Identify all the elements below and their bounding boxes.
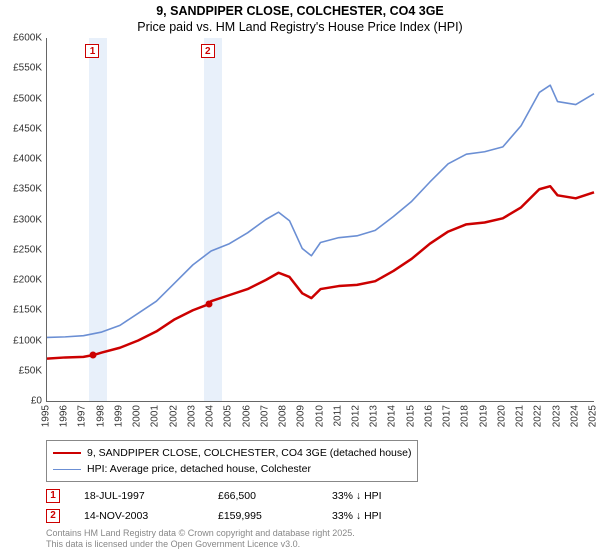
y-axis-label: £300K <box>0 214 42 225</box>
x-axis-label: 2021 <box>515 405 526 427</box>
y-axis-label: £400K <box>0 154 42 165</box>
x-axis-label: 1999 <box>113 405 124 427</box>
y-axis-label: £200K <box>0 275 42 286</box>
x-axis-label: 2018 <box>460 405 471 427</box>
sale-pct: 33% ↓ HPI <box>332 510 432 522</box>
x-axis-label: 2009 <box>296 405 307 427</box>
x-axis-label: 2000 <box>132 405 143 427</box>
chart-title-block: 9, SANDPIPER CLOSE, COLCHESTER, CO4 3GE … <box>0 0 600 35</box>
sale-price: £66,500 <box>218 490 308 502</box>
chart-subtitle: Price paid vs. HM Land Registry's House … <box>0 20 600 36</box>
x-axis-label: 2008 <box>278 405 289 427</box>
y-axis-label: £450K <box>0 123 42 134</box>
x-axis-label: 2006 <box>241 405 252 427</box>
x-axis-label: 2004 <box>205 405 216 427</box>
x-axis-label: 1998 <box>95 405 106 427</box>
x-axis-label: 2024 <box>569 405 580 427</box>
x-axis-label: 2023 <box>551 405 562 427</box>
chart-container: 9, SANDPIPER CLOSE, COLCHESTER, CO4 3GE … <box>0 0 600 560</box>
footer: Contains HM Land Registry data © Crown c… <box>46 528 355 551</box>
sale-pct: 33% ↓ HPI <box>332 490 432 502</box>
x-axis-label: 2002 <box>168 405 179 427</box>
x-axis-label: 1996 <box>59 405 70 427</box>
y-axis-label: £600K <box>0 33 42 44</box>
sale-marker-2: 2 <box>46 509 60 523</box>
x-axis-label: 2012 <box>350 405 361 427</box>
sale-dot <box>205 301 212 308</box>
sale-dot <box>90 352 97 359</box>
x-axis-label: 2007 <box>259 405 270 427</box>
sale-marker-box: 2 <box>201 44 215 58</box>
x-axis-label: 2015 <box>405 405 416 427</box>
sales-table: 1 18-JUL-1997 £66,500 33% ↓ HPI 2 14-NOV… <box>46 486 432 526</box>
legend-row-hpi: HPI: Average price, detached house, Colc… <box>53 461 411 477</box>
sale-date: 18-JUL-1997 <box>84 490 194 502</box>
chart-svg <box>47 38 594 401</box>
plot-area <box>46 38 594 402</box>
sale-marker-box: 1 <box>85 44 99 58</box>
sale-marker-1: 1 <box>46 489 60 503</box>
x-axis-label: 2001 <box>150 405 161 427</box>
chart-title: 9, SANDPIPER CLOSE, COLCHESTER, CO4 3GE <box>0 4 600 20</box>
x-axis-label: 2025 <box>588 405 599 427</box>
y-axis-label: £500K <box>0 93 42 104</box>
x-axis-label: 2011 <box>332 405 343 427</box>
sales-row: 1 18-JUL-1997 £66,500 33% ↓ HPI <box>46 486 432 506</box>
x-axis-label: 2019 <box>478 405 489 427</box>
x-axis-label: 2003 <box>186 405 197 427</box>
footer-line-2: This data is licensed under the Open Gov… <box>46 539 355 550</box>
x-axis-label: 2005 <box>223 405 234 427</box>
y-axis-label: £0 <box>0 396 42 407</box>
legend-swatch-hpi <box>53 469 81 470</box>
x-axis-label: 2017 <box>442 405 453 427</box>
legend-label-hpi: HPI: Average price, detached house, Colc… <box>87 463 311 475</box>
footer-line-1: Contains HM Land Registry data © Crown c… <box>46 528 355 539</box>
y-axis-label: £350K <box>0 184 42 195</box>
y-axis-label: £100K <box>0 335 42 346</box>
sales-row: 2 14-NOV-2003 £159,995 33% ↓ HPI <box>46 506 432 526</box>
x-axis-label: 2020 <box>496 405 507 427</box>
x-axis-label: 1997 <box>77 405 88 427</box>
y-axis-label: £50K <box>0 365 42 376</box>
sale-date: 14-NOV-2003 <box>84 510 194 522</box>
x-axis-label: 1995 <box>41 405 52 427</box>
y-axis-label: £550K <box>0 63 42 74</box>
x-axis-label: 2014 <box>387 405 398 427</box>
sale-price: £159,995 <box>218 510 308 522</box>
legend-label-price: 9, SANDPIPER CLOSE, COLCHESTER, CO4 3GE … <box>87 447 411 459</box>
y-axis-label: £250K <box>0 244 42 255</box>
legend-swatch-price <box>53 452 81 454</box>
line-price-paid <box>47 186 594 358</box>
y-axis-label: £150K <box>0 305 42 316</box>
x-axis-label: 2010 <box>314 405 325 427</box>
legend-row-price: 9, SANDPIPER CLOSE, COLCHESTER, CO4 3GE … <box>53 445 411 461</box>
x-axis-label: 2013 <box>369 405 380 427</box>
legend: 9, SANDPIPER CLOSE, COLCHESTER, CO4 3GE … <box>46 440 418 482</box>
x-axis-label: 2016 <box>423 405 434 427</box>
x-axis-label: 2022 <box>533 405 544 427</box>
line-hpi <box>47 85 594 337</box>
